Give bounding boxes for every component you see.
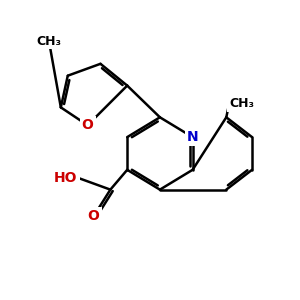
Text: O: O — [82, 118, 94, 132]
Text: HO: HO — [54, 171, 78, 185]
Text: O: O — [88, 209, 100, 224]
Text: N: N — [187, 130, 198, 144]
Text: CH₃: CH₃ — [229, 97, 254, 110]
Text: CH₃: CH₃ — [36, 34, 61, 47]
